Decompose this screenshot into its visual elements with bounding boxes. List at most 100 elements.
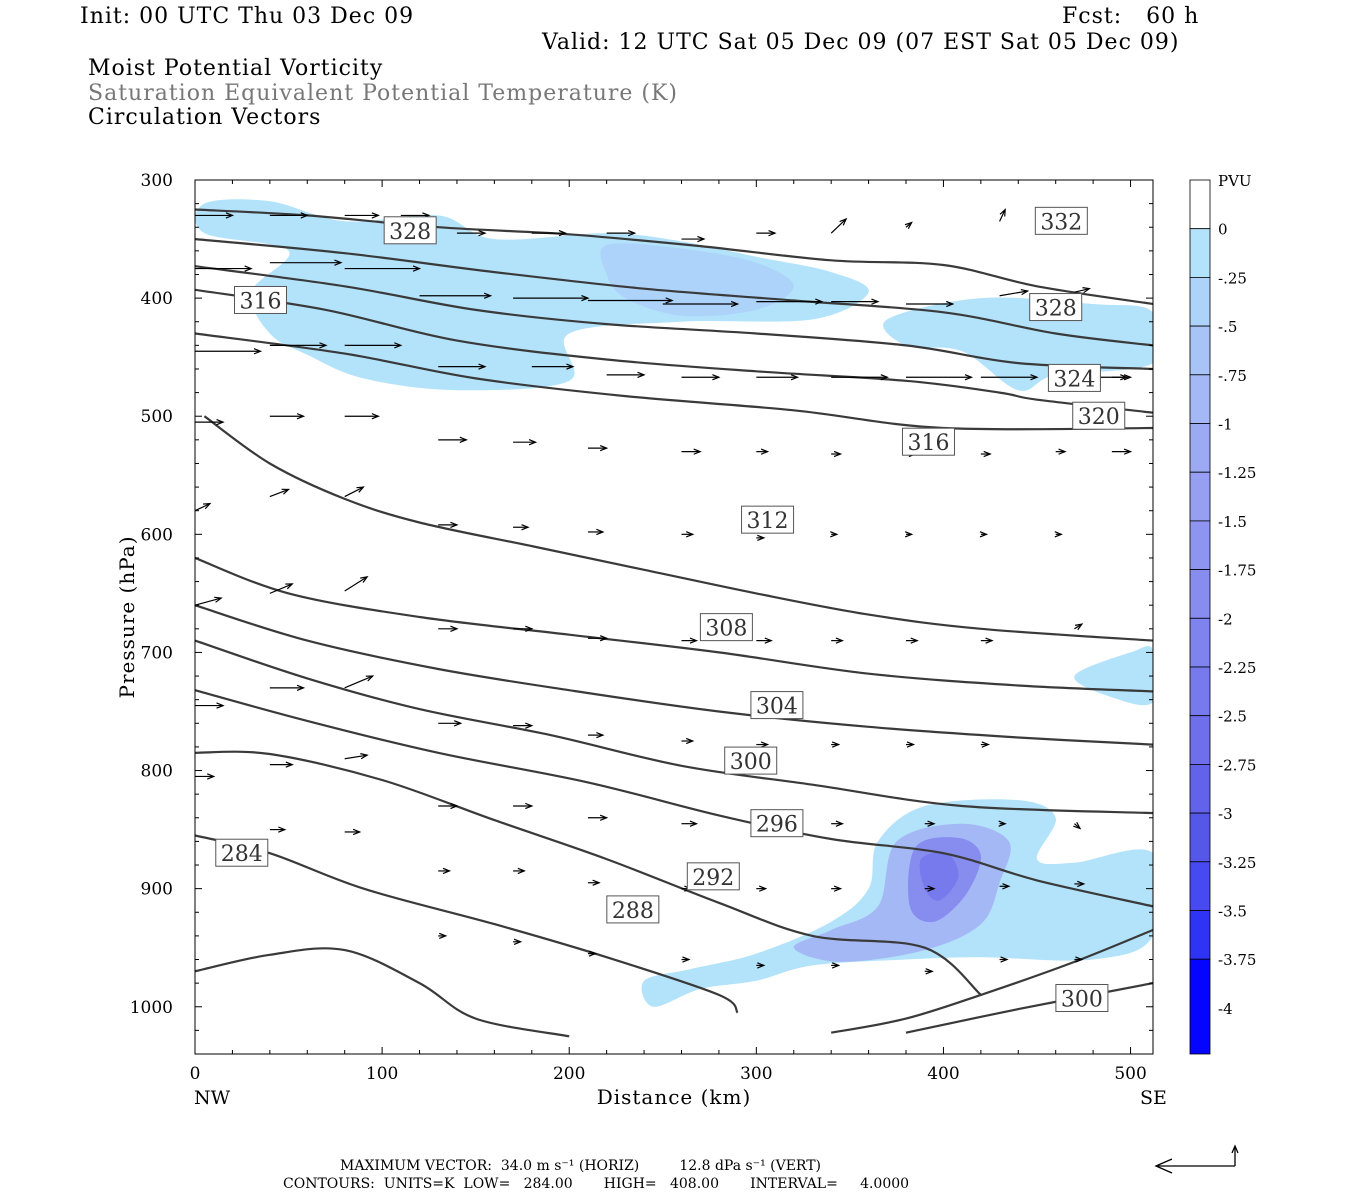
theta-contour-284 [195,947,570,1038]
circulation-vector [269,761,294,768]
contour-label-text: 332 [1040,210,1082,235]
vector-head [964,374,974,381]
circulation-vector [1074,956,1084,963]
vector-head [478,363,487,370]
vector-head [1000,956,1009,963]
circulation-vector [1074,287,1091,294]
y-tick-label: 600 [141,525,173,545]
contour-label-box [686,862,740,891]
contour-label-text: 312 [747,509,789,534]
vector-head [478,229,487,237]
contour-label: 300 [1055,983,1109,1012]
circulation-vector [831,450,843,458]
vector-head [244,265,253,272]
contour-label: 312 [741,505,795,534]
contour-label-box [1055,983,1109,1012]
circulation-vector [195,348,263,355]
colorbar-swatch [1189,179,1211,230]
vector-head [360,575,369,583]
vector-head [910,637,919,644]
vector-head [214,596,223,603]
vector-head [768,229,777,237]
circulation-vector [904,531,914,538]
x-right-end-label: SE [1140,1087,1167,1109]
theta-contour-296 [195,689,1153,908]
circulation-vector [756,962,766,969]
vector-head [1054,531,1063,538]
vector-head [998,820,1007,827]
circulation-vector [194,596,223,606]
contour-label-text: 292 [692,866,734,891]
field-label-vectors: Circulation Vectors [88,105,322,130]
circulation-vector [269,488,291,498]
circulation-vector [513,722,534,729]
vector-head [596,528,605,536]
contour-labels: 332 328 328 316 324 320 316 312 308 304 300 296 292 2… [215,206,1126,1012]
contour-label-box [741,505,795,534]
circulation-vector [513,524,530,531]
vector-head [760,448,770,455]
y-tick-label: 700 [141,643,173,663]
contour-label-box [750,691,804,720]
vector-head [682,956,691,963]
vector-head [981,741,990,748]
vector-head [412,265,422,272]
vector-head [371,212,380,219]
contour-label-text: 300 [1061,987,1103,1012]
vector-head [685,531,695,538]
circulation-vector [438,625,459,632]
circulation-vector [681,820,699,827]
circulation-vector [531,229,568,237]
colorbar-label: -.5 [1218,318,1237,336]
vector-head [599,814,609,821]
theta-contour-324 [195,265,1153,371]
vector-head [285,761,294,768]
vector-head [596,731,605,739]
contour-label: 308 [699,613,753,642]
vector-head [871,298,880,305]
vector-head [319,342,328,349]
circulation-vector [681,637,699,644]
vector-head [712,374,721,381]
circulation-vector [906,300,955,308]
contour-label: 316 [233,285,287,314]
contour-label-box [383,216,437,245]
vector-head [599,444,609,452]
circulation-vector [344,413,380,420]
circulation-vector [513,802,534,810]
vector-head [360,753,369,760]
vector-head [394,342,403,349]
vector-head [764,637,773,644]
circulation-vector [269,259,343,266]
vector-head [281,488,291,495]
vector-head [1123,374,1133,381]
circulation-vector [831,820,845,827]
circulation-vector [1074,880,1086,888]
y-tick-label: 500 [141,407,173,427]
circulation-vector [344,753,369,760]
x-axis-label: Distance (km) [597,1085,752,1109]
theta-contour-288 [195,834,739,1014]
circulation-vector [830,531,839,538]
vector-head [285,583,294,590]
circulation-vector [587,635,609,642]
contour-label-text: 316 [239,289,281,314]
vector-shaft [830,218,847,234]
theta-contour-300 [830,928,1153,1034]
colorbar-label: -.25 [1218,269,1247,287]
circulation-vector [999,288,1030,297]
contour-label-text: 324 [1053,367,1095,392]
circulation-vector [980,374,1039,381]
circulation-vector [831,741,841,748]
circulation-vector [606,371,646,379]
circulation-vector [906,741,916,748]
vector-head [790,374,800,381]
circulation-vector [438,521,459,529]
colorbar-swatch [1189,471,1211,522]
vector-head [831,962,841,969]
theta-contour-332 [195,208,1153,306]
contour-label-box [1047,363,1101,392]
colorbar-swatch [1189,520,1211,571]
circulation-vector [1055,448,1067,455]
colorbar-label: -1.5 [1218,513,1247,531]
